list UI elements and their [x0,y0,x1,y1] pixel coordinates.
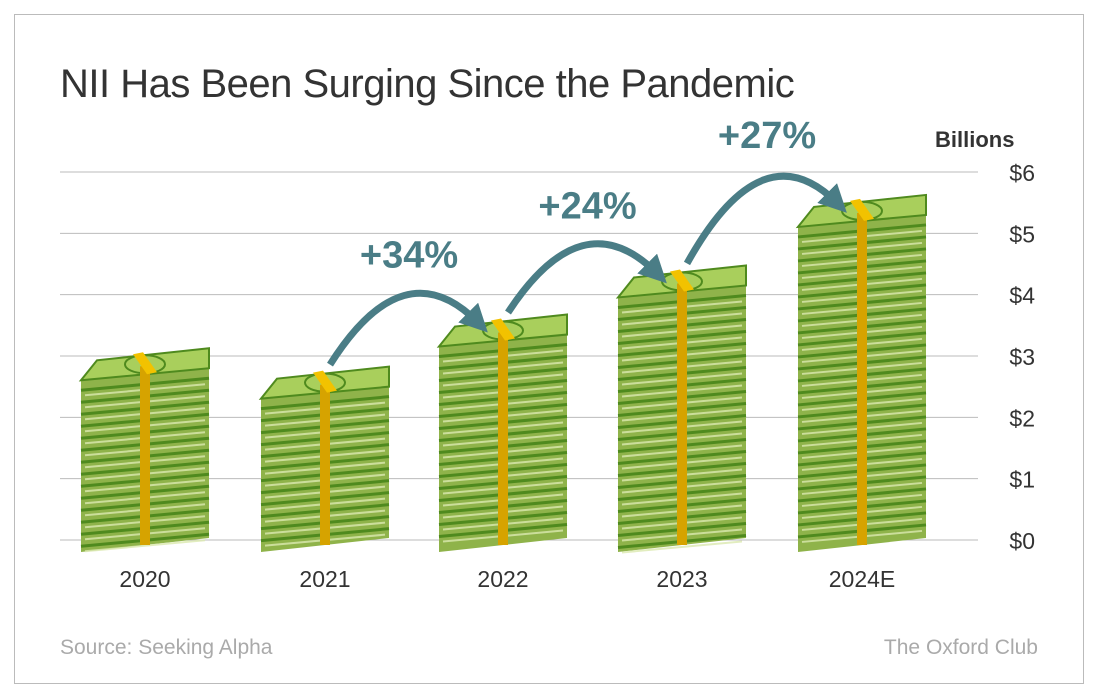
x-tick-label: 2024E [829,566,896,592]
y-tick-label: $4 [1009,283,1035,309]
bar-money-stack [78,347,210,553]
x-tick-label: 2023 [656,566,707,592]
bill-highlight [84,539,206,553]
growth-label: +27% [718,115,816,157]
growth-arrow [327,289,488,367]
y-tick-label: $5 [1009,221,1035,247]
growth-label: +24% [538,185,636,227]
money-band-top [491,318,515,341]
y-tick-label: $1 [1009,467,1035,493]
x-tick-label: 2022 [477,566,528,592]
brand-label: The Oxford Club [883,636,1038,659]
y-tick-label: $3 [1009,344,1035,370]
money-band [677,283,687,545]
source-note: Source: Seeking Alpha [60,636,273,659]
money-band-top [670,269,694,292]
money-band [140,366,150,545]
bar-money-stack [258,365,390,552]
bar-money-stack [436,313,568,552]
y-axis-unit-label: Billions [935,127,1015,152]
x-tick-label: 2020 [119,566,170,592]
chart-border [14,14,1084,684]
money-band-top [133,352,157,375]
x-tick-label: 2021 [299,566,350,592]
money-band [857,212,867,545]
y-tick-label: $2 [1009,405,1035,431]
bill-highlight [621,540,743,554]
money-band-top [313,370,337,393]
growth-arrow [683,172,847,266]
money-band [498,332,508,545]
chart-title: NII Has Been Surging Since the Pandemic [60,62,795,106]
growth-label: +34% [360,235,458,277]
growth-arrow [505,240,667,315]
y-tick-label: $0 [1009,528,1035,554]
bar-money-stack [795,193,927,552]
money-band-top [850,198,874,221]
bar-money-stack [615,264,747,554]
y-tick-label: $6 [1009,160,1035,186]
money-band [320,384,330,545]
